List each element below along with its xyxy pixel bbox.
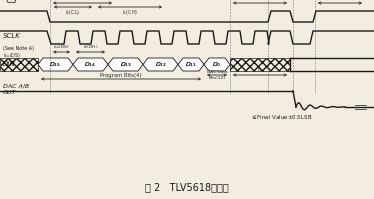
Polygon shape [143, 58, 178, 71]
Text: $\overline{\rm CS}$: $\overline{\rm CS}$ [5, 0, 18, 6]
Text: $t_{su}$(DS): $t_{su}$(DS) [3, 51, 21, 60]
Text: $t_c$(CS2): $t_c$(CS2) [330, 0, 350, 2]
Bar [230, 58, 290, 71]
Polygon shape [204, 58, 230, 71]
Text: $D_{11}$: $D_{11}$ [185, 60, 197, 69]
Text: Bits(12): Bits(12) [208, 76, 226, 80]
Text: $t_{su}$(CSS): $t_{su}$(CSS) [71, 0, 94, 2]
Text: $D_0$: $D_0$ [212, 60, 222, 69]
Text: DAC Data: DAC Data [207, 70, 227, 74]
Polygon shape [73, 58, 108, 71]
Text: DIN: DIN [3, 61, 16, 67]
Polygon shape [108, 58, 143, 71]
Text: $D_{12}$: $D_{12}$ [154, 60, 166, 69]
Text: $D_0$: $D_0$ [212, 60, 222, 69]
Text: (See Note A): (See Note A) [3, 46, 34, 51]
Text: $\leq$Final Value$\pm$0.5LSB: $\leq$Final Value$\pm$0.5LSB [250, 113, 312, 121]
Text: SCLK: SCLK [3, 33, 21, 39]
Text: $t_s$: $t_s$ [257, 65, 263, 74]
Text: $D_{13}$: $D_{13}$ [120, 60, 132, 69]
Polygon shape [38, 58, 73, 71]
Text: $D_{12}$: $D_{12}$ [154, 60, 166, 69]
Text: $D_{14}$: $D_{14}$ [85, 60, 96, 69]
Text: $t_c$(CH): $t_c$(CH) [122, 8, 138, 17]
Text: $t_h$(DH): $t_h$(DH) [83, 43, 99, 51]
Text: OUT: OUT [3, 90, 16, 95]
Text: Program Bits(4): Program Bits(4) [100, 73, 142, 78]
Text: $t_{su}$(CS1): $t_{su}$(CS1) [249, 0, 271, 2]
Text: $D_{15}$: $D_{15}$ [49, 60, 61, 69]
Text: DAC A/B: DAC A/B [3, 84, 29, 89]
Text: $D_{13}$: $D_{13}$ [120, 60, 132, 69]
Polygon shape [178, 58, 204, 71]
Text: $D_{14}$: $D_{14}$ [85, 60, 96, 69]
Bar [0, 58, 38, 71]
Text: $D_{11}$: $D_{11}$ [185, 60, 197, 69]
Text: $t_{su}$(DS): $t_{su}$(DS) [53, 43, 69, 51]
Text: 图 2   TLV5618时序图: 图 2 TLV5618时序图 [145, 182, 229, 192]
Text: $D_{15}$: $D_{15}$ [49, 60, 61, 69]
Text: $t_c$(CL): $t_c$(CL) [65, 8, 81, 17]
